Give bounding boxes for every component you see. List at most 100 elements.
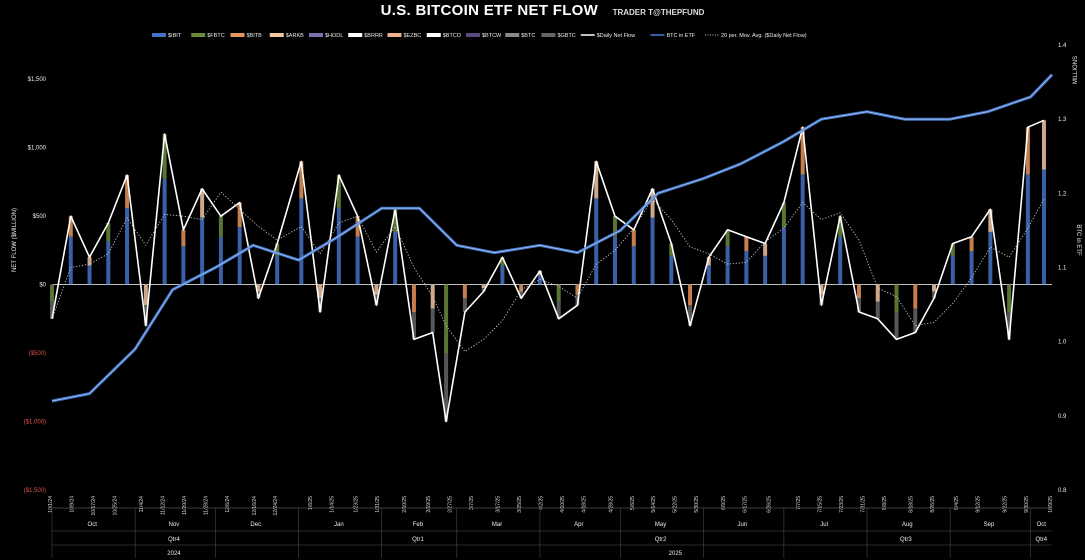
flow-bar-other: [87, 257, 92, 266]
right-axis-tick-1: 1.3: [1058, 117, 1067, 123]
x-tick-label-5: 11/12/24: [161, 496, 167, 515]
flow-bar-other: [500, 257, 505, 266]
flow-bar-ibit: [87, 265, 92, 285]
quarter-label-4: Qtr4: [1035, 537, 1047, 543]
x-tick-label-14: 1/31/25: [375, 496, 381, 513]
flow-bar-ibit: [838, 236, 843, 285]
flow-bar-ibit: [725, 246, 730, 285]
x-tick-label-17: 2/27/25: [448, 496, 454, 513]
left-axis-title: NET FLOW ($MILLION): [12, 208, 18, 272]
flow-bar-other: [575, 284, 580, 295]
right-axis-tick-5: 0.9: [1058, 414, 1067, 420]
flow-bar-other: [856, 284, 861, 299]
flow-bar-gbtc: [50, 301, 54, 319]
btc-in-etf-line-highlight: [51, 74, 1053, 402]
month-label-10: Aug: [902, 522, 913, 528]
left-axis-tick-6: ($1,500): [24, 488, 46, 494]
flow-bar-other: [200, 188, 205, 218]
flow-bar-other: [218, 216, 223, 237]
flow-bar-ibit: [275, 255, 280, 285]
flow-bar-other: [393, 209, 398, 232]
x-tick-label-2: 10/17/24: [91, 496, 97, 516]
month-label-0: Oct: [88, 522, 98, 528]
legend-label: 20 per. Mov. Avg. ($Daily Net Flow): [721, 33, 807, 39]
flow-bar-gbtc: [913, 308, 918, 333]
flow-bar-ibit: [500, 265, 505, 285]
flow-bar-ibit: [218, 236, 223, 285]
x-tick-label-4: 11/4/24: [139, 496, 145, 513]
flow-bar-other: [875, 284, 880, 302]
right-axis-tick-4: 1.0: [1058, 340, 1067, 346]
flow-bar-other: [181, 229, 186, 247]
legend-swatch: [309, 33, 323, 37]
legend-label: $GBTC: [557, 33, 575, 39]
flow-bar-other: [688, 284, 693, 306]
flow-bar-ibit: [744, 251, 749, 285]
x-tick-label-19: 3/17/25: [496, 496, 502, 513]
x-tick-label-43: 10/9/25: [1048, 496, 1054, 513]
flow-bar-other: [819, 284, 824, 295]
right-axis-title: BTC in ETF: [1075, 224, 1081, 256]
flow-bar-other: [237, 202, 242, 228]
flow-bar-other: [299, 161, 304, 199]
x-tick-label-41: 9/22/25: [1002, 496, 1008, 513]
flow-bar-other: [950, 243, 955, 256]
legend-item-13: 20 per. Mov. Avg. ($Daily Net Flow): [704, 33, 807, 39]
legend-swatch: [387, 33, 402, 37]
flow-bar-other: [1041, 120, 1046, 170]
chart-subtitle: TRADER T@THEPFUND: [612, 8, 705, 17]
x-tick-label-31: 6/26/25: [767, 496, 773, 513]
flow-bar-other: [988, 209, 993, 232]
month-label-4: Feb: [413, 522, 424, 528]
x-tick-label-38: 8/26/25: [930, 496, 936, 513]
flow-bar-other: [411, 284, 416, 312]
flow-bar-gbtc: [430, 308, 435, 333]
flow-bar-other: [613, 216, 618, 237]
flow-bar-other: [800, 127, 805, 175]
left-axis-tick-0: $1,500: [28, 77, 47, 83]
x-tick-label-23: 4/18/25: [582, 496, 588, 513]
chart-title-block: U.S. BITCOIN ETF NET FLOW TRADER T@THEPF…: [0, 2, 1085, 20]
month-label-8: Jun: [738, 522, 748, 528]
flow-bar-other: [68, 216, 73, 237]
moving-average-line: [51, 191, 1045, 353]
daily-net-flow-line: [51, 119, 1045, 423]
x-tick-label-29: 6/9/25: [721, 496, 727, 510]
x-tick-label-24: 4/28/25: [608, 496, 614, 513]
flow-bar-other: [275, 243, 280, 256]
flow-bar-other: [631, 229, 636, 247]
legend-swatch: [426, 33, 441, 37]
legend-item-12: BTC in ETF: [650, 33, 696, 39]
legend-item-9: $BTC: [505, 33, 535, 39]
flow-bar-other: [1025, 127, 1030, 175]
flow-bar-gbtc: [856, 298, 861, 312]
x-tick-label-34: 7/23/25: [839, 496, 845, 513]
x-tick-label-28: 5/30/25: [694, 496, 700, 513]
flow-bar-ibit: [800, 174, 805, 285]
flow-bar-other: [374, 284, 379, 295]
flow-bar-other: [106, 223, 111, 242]
flow-bar-other: [1007, 284, 1012, 312]
flow-bar-other: [744, 236, 749, 252]
flow-bar-other: [650, 188, 655, 218]
legend-item-7: $BTCO: [426, 33, 462, 39]
legend-item-6: $EZBC: [387, 33, 421, 39]
flow-bar-ibit: [969, 251, 974, 285]
x-tick-label-10: 12/24/24: [273, 496, 279, 516]
month-label-1: Nov: [169, 522, 180, 528]
flow-bar-other: [256, 284, 261, 292]
flow-bar-other: [763, 243, 768, 256]
legend-swatch: [269, 33, 284, 37]
flow-bar-other: [481, 284, 486, 289]
flow-bar-gbtc: [556, 301, 561, 319]
legend-label: $BTC: [521, 33, 535, 39]
month-label-5: Mar: [492, 522, 502, 528]
flow-bar-ibit: [631, 246, 636, 285]
x-tick-label-25: 5/6/25: [630, 496, 636, 510]
x-tick-label-3: 10/25/24: [112, 496, 118, 516]
x-tick-label-21: 4/2/25: [539, 496, 545, 510]
legend-item-1: $FBTC: [191, 33, 225, 39]
legend-swatch: [152, 33, 166, 37]
flow-bar-ibit: [200, 217, 205, 285]
x-tick-label-22: 4/10/25: [560, 496, 566, 513]
